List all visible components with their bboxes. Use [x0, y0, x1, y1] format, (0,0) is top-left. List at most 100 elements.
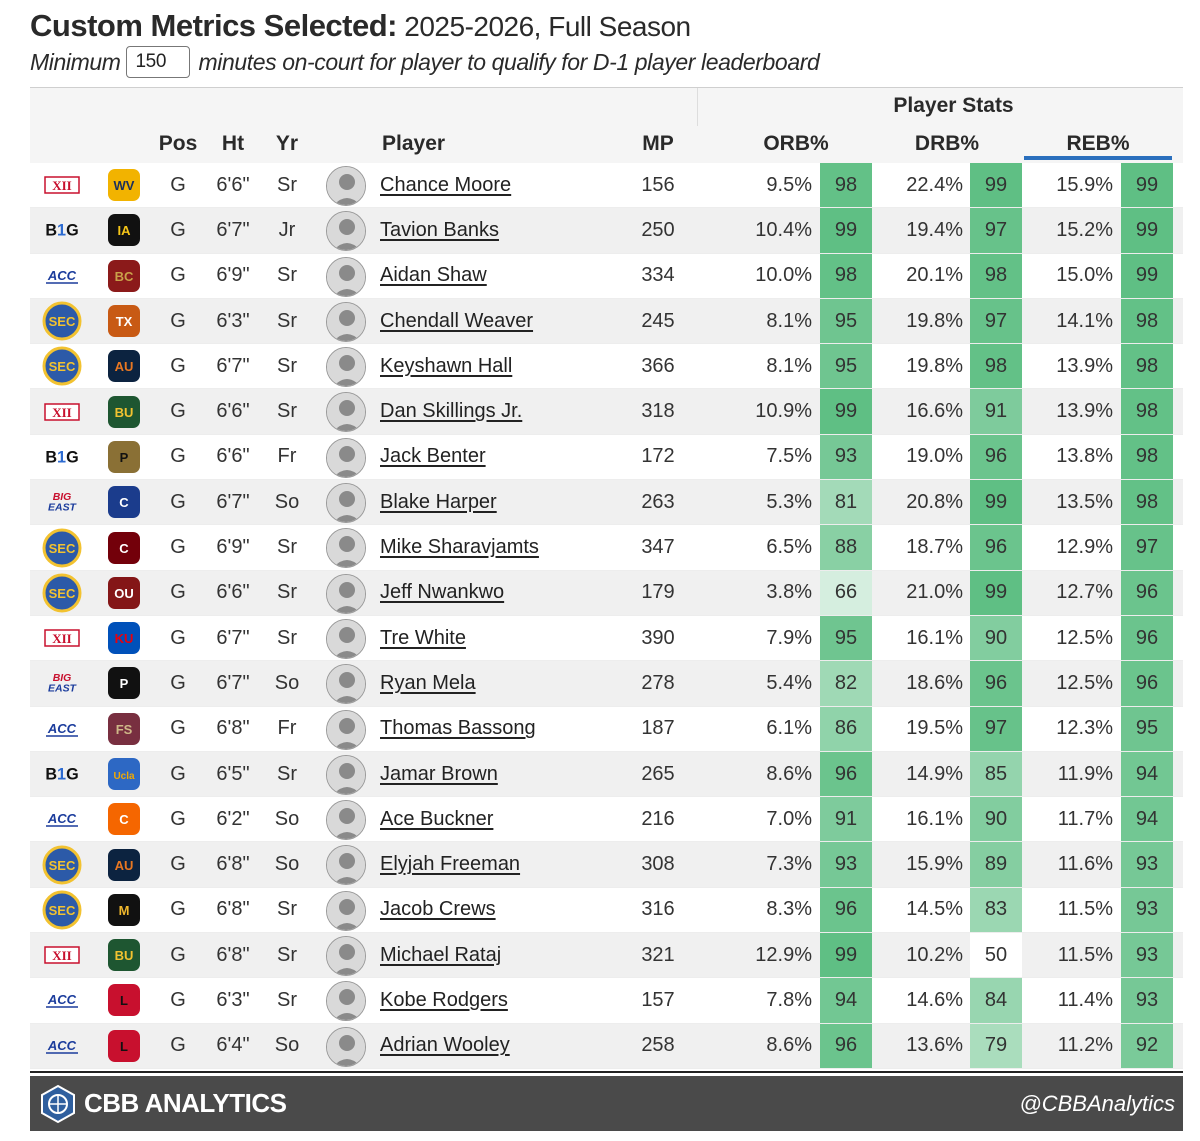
player-name-link[interactable]: Ace Buckner	[380, 807, 494, 830]
team-logo-icon[interactable]: P	[100, 435, 148, 479]
team-logo-icon[interactable]: M	[100, 888, 148, 932]
svg-text:Ucla: Ucla	[113, 771, 135, 782]
team-logo-icon[interactable]: AU	[100, 842, 148, 886]
player-name-link[interactable]: Chendall Weaver	[380, 309, 534, 332]
cell-ht: 6'9"	[216, 536, 250, 559]
svg-text:SEC: SEC	[49, 586, 76, 601]
twitter-handle[interactable]: @CBBAnalytics	[1019, 1090, 1175, 1116]
team-logo-icon[interactable]: C	[100, 480, 148, 524]
team-logo-icon[interactable]: L	[100, 1024, 148, 1068]
cell-orb: 8.3%	[766, 898, 812, 921]
team-logo-icon[interactable]: WV	[100, 163, 148, 207]
player-name-link[interactable]: Jacob Crews	[380, 898, 496, 921]
cell-orb-percentile: 93	[820, 842, 872, 887]
cell-yr: Fr	[277, 445, 297, 468]
col-header-orb[interactable]: ORB%	[763, 132, 829, 155]
team-logo-icon[interactable]: BC	[100, 254, 148, 298]
svg-text:C: C	[119, 495, 129, 510]
cell-drb: 19.0%	[906, 445, 963, 468]
team-logo-icon[interactable]: IA	[100, 208, 148, 252]
player-name-link[interactable]: Thomas Bassong	[380, 717, 536, 740]
svg-text:ACC: ACC	[47, 268, 77, 283]
player-stats-group-label: Player Stats	[893, 94, 1014, 117]
svg-text:SEC: SEC	[49, 903, 76, 918]
svg-text:BU: BU	[115, 405, 134, 420]
player-name-link[interactable]: Blake Harper	[380, 490, 497, 513]
cell-ht: 6'7"	[216, 354, 250, 377]
minimum-minutes-input[interactable]: 150	[126, 46, 191, 78]
cell-pos: G	[170, 853, 186, 876]
player-name-link[interactable]: Ryan Mela	[380, 671, 476, 694]
team-logo-icon[interactable]: OU	[100, 571, 148, 615]
player-name-link[interactable]: Elyjah Freeman	[380, 853, 521, 876]
team-logo-icon[interactable]: C	[100, 525, 148, 569]
team-logo-icon[interactable]: P	[100, 661, 148, 705]
player-avatar	[326, 800, 366, 841]
team-logo-icon[interactable]: BU	[100, 389, 148, 433]
player-name-link[interactable]: Mike Sharavjamts	[380, 536, 539, 559]
svg-text:SEC: SEC	[49, 359, 76, 374]
team-logo-icon[interactable]: L	[100, 978, 148, 1022]
conference-logo-icon: SEC	[42, 842, 82, 886]
cell-yr: So	[274, 807, 300, 830]
player-name-link[interactable]: Chance Moore	[380, 173, 512, 196]
cell-pos: G	[170, 807, 186, 830]
cell-orb-percentile: 99	[820, 933, 872, 978]
player-name-link[interactable]: Kobe Rodgers	[380, 988, 508, 1011]
cell-mp: 316	[641, 898, 675, 921]
table-header: Player Stats Pos Ht Yr Player MP ORB% DR…	[30, 87, 1183, 163]
conference-logo-icon: ACC	[42, 254, 82, 298]
team-logo-icon[interactable]: KU	[100, 616, 148, 660]
svg-text:AU: AU	[115, 359, 134, 374]
conference-logo-icon: SEC	[42, 571, 82, 615]
footer-rule	[30, 1071, 1183, 1073]
col-header-drb[interactable]: DRB%	[914, 132, 980, 155]
svg-text:SEC: SEC	[49, 314, 76, 329]
col-header-yr[interactable]: Yr	[275, 132, 299, 155]
player-avatar	[326, 301, 366, 342]
cell-drb-percentile: 97	[970, 208, 1022, 253]
cell-drb: 16.1%	[906, 626, 963, 649]
cell-pos: G	[170, 988, 186, 1011]
svg-text:SEC: SEC	[49, 858, 76, 873]
player-name-link[interactable]: Dan Skillings Jr.	[380, 400, 523, 423]
cell-drb-percentile: 90	[970, 615, 1022, 661]
col-header-mp[interactable]: MP	[642, 132, 674, 155]
player-avatar	[326, 845, 366, 886]
player-name-link[interactable]: Tre White	[380, 626, 466, 649]
cell-yr: Sr	[277, 762, 297, 785]
cell-reb-percentile: 93	[1121, 978, 1173, 1023]
cell-reb-percentile: 97	[1121, 525, 1173, 570]
col-header-ht[interactable]: Ht	[221, 132, 245, 155]
player-name-link[interactable]: Keyshawn Hall	[380, 354, 513, 377]
svg-text:B1G: B1G	[45, 222, 78, 240]
cell-ht: 6'7"	[216, 218, 250, 241]
cell-ht: 6'9"	[216, 264, 250, 287]
team-logo-icon[interactable]: AU	[100, 344, 148, 388]
cell-drb-percentile: 89	[970, 842, 1022, 887]
cell-yr: Jr	[278, 218, 296, 241]
col-header-pos[interactable]: Pos	[158, 132, 198, 155]
player-name-link[interactable]: Jack Benter	[380, 445, 486, 468]
team-logo-icon[interactable]: BU	[100, 933, 148, 977]
col-header-player[interactable]: Player	[382, 132, 446, 155]
team-logo-icon[interactable]: C	[100, 797, 148, 841]
team-logo-icon[interactable]: TX	[100, 299, 148, 343]
cell-mp: 263	[641, 490, 675, 513]
player-name-link[interactable]: Michael Rataj	[380, 943, 502, 966]
cell-reb: 13.9%	[1056, 400, 1113, 423]
player-name-link[interactable]: Adrian Wooley	[380, 1034, 510, 1057]
svg-text:AU: AU	[115, 858, 134, 873]
team-logo-icon[interactable]: Ucla	[100, 752, 148, 796]
player-avatar	[326, 211, 366, 252]
col-header-reb[interactable]: REB%	[1066, 132, 1130, 155]
cell-reb: 12.3%	[1056, 717, 1113, 740]
team-logo-icon[interactable]: FS	[100, 707, 148, 751]
player-name-link[interactable]: Jeff Nwankwo	[380, 581, 505, 604]
player-name-link[interactable]: Aidan Shaw	[380, 264, 487, 287]
player-name-link[interactable]: Jamar Brown	[380, 762, 498, 785]
cell-mp: 390	[641, 626, 675, 649]
player-avatar	[326, 392, 366, 433]
table-row: B1G P G 6'6" Fr Jack Benter 172 7.5% 93 …	[30, 434, 1183, 481]
player-name-link[interactable]: Tavion Banks	[380, 218, 499, 241]
